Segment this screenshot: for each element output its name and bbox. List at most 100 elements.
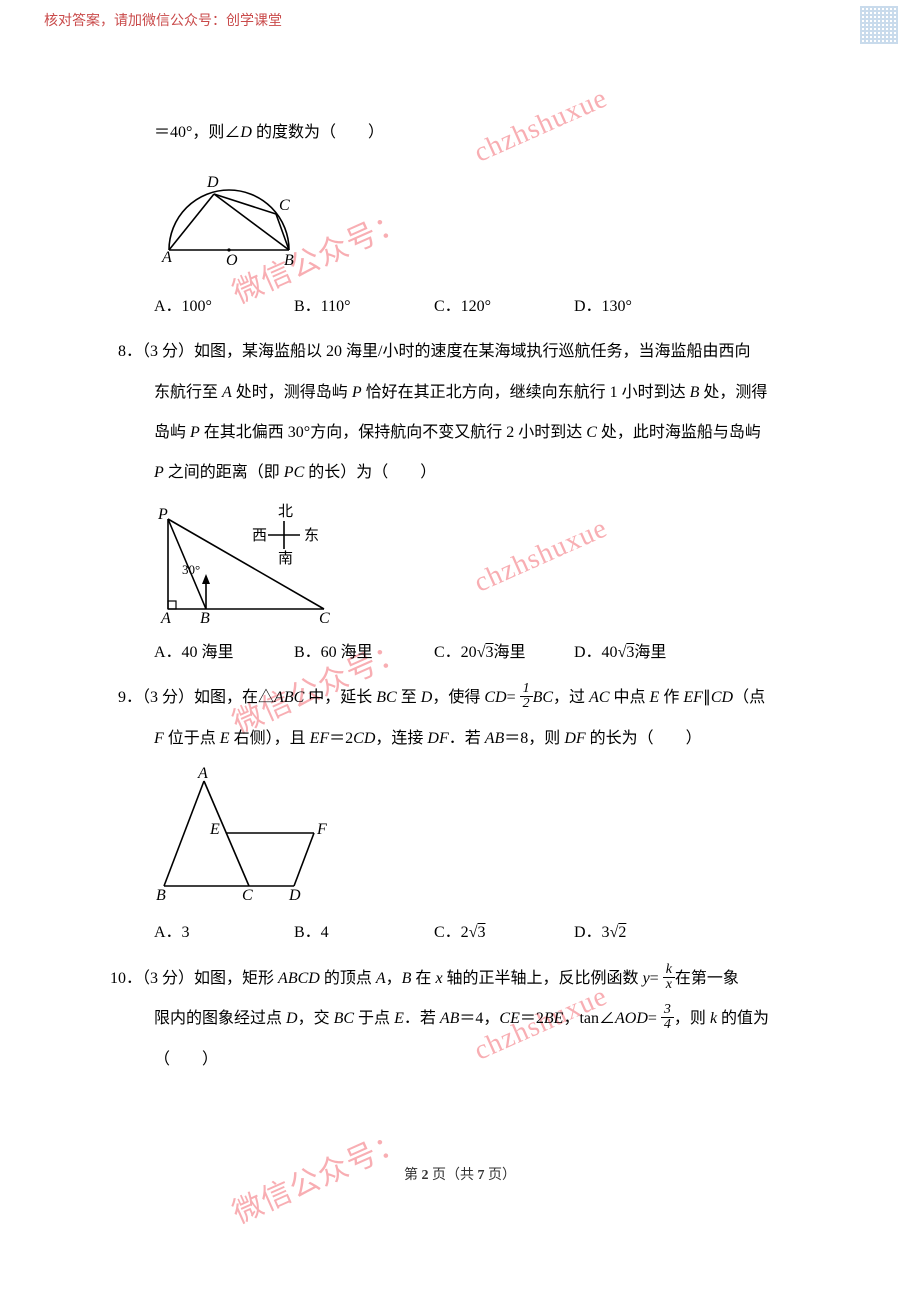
q10-t18: （ ） [154,1051,218,1068]
q10-a: A [376,970,386,987]
q8-opt-d: D．40√3海里 [574,636,714,670]
q8-t9: 之间的距离（即 [164,464,284,481]
q9-t7: 中点 [610,689,650,706]
q10-d: D [286,1010,298,1027]
q9-num: 9． [118,689,142,706]
q9-t14: ，连接 [375,730,427,747]
q10-t15: = [648,1010,661,1027]
q8-figure: P A B C 30° 北 西 东 南 [154,501,774,626]
q9-t1: 如图，在△ [194,689,274,706]
question-10: 10．（3 分）如图，矩形 ABCD 的顶点 A，B 在 x 轴的正半轴上，反比… [154,962,774,1077]
q10-e: E [394,1010,404,1027]
q9-figure: A B C D E F [154,766,774,906]
svg-text:C: C [319,610,330,626]
q8-opt-a: A．40 海里 [154,636,294,670]
q10-t10: 于点 [354,1010,394,1027]
q8-vp3: P [154,464,164,481]
q10-points: （3 分） [142,970,194,987]
q9-df2: DF [564,730,585,747]
q9-frac: 12 [520,682,533,711]
q10-t11: ．若 [404,1010,440,1027]
q8-vpc: PC [284,464,304,481]
q10-t7: 在第一象 [675,970,739,987]
q9-t12: 右侧），且 [230,730,310,747]
q9-t10: （点 [733,689,765,706]
svg-text:A: A [197,766,208,782]
q10-ce: CE [499,1010,519,1027]
q9-cd2: CD [711,689,733,706]
svg-text:30°: 30° [182,562,200,577]
q8-t4: 恰好在其正北方向，继续向东航行 1 小时到达 [362,384,690,401]
svg-text:C: C [279,197,290,214]
q7-options: A．100° B．110° C．120° D．130° [154,290,714,324]
q10-t9: ，交 [298,1010,334,1027]
q9-e2: E [220,730,230,747]
q9-t9: ∥ [703,689,711,706]
q10-y: y [643,970,650,987]
q9-f: F [154,730,164,747]
q10-t3: ， [386,970,402,987]
q9-ab: AB [485,730,505,747]
svg-text:D: D [288,887,301,904]
q10-t1: 如图，矩形 [194,970,278,987]
q8-t5: 处，测得 [699,384,767,401]
q9-ef: EF [683,689,703,706]
q9-t6: ，过 [553,689,589,706]
q10-t14: ，tan∠ [563,1010,615,1027]
q10-frac: kx [663,963,675,992]
q10-abcd: ABCD [278,970,320,987]
q10-be: BE [544,1010,564,1027]
q9-t8: 作 [659,689,683,706]
q9-opt-c: C．2√3 [434,916,574,950]
q9-cd: CD [484,689,506,706]
q10-t12: ＝4， [459,1010,499,1027]
svg-text:P: P [157,506,168,523]
q10-t2: 的顶点 [320,970,376,987]
q9-points: （3 分） [142,689,194,706]
page-content: ＝40°，则∠ D 的度数为（ ） A O B C D A．100° B．110°… [154,116,774,1089]
svg-text:E: E [209,821,220,838]
q7-cont-text: ＝40°，则∠ [154,124,240,141]
q8-vp2: P [190,424,200,441]
svg-text:F: F [316,821,327,838]
question-7-cont: ＝40°，则∠D 的度数为（ ） A O B C D A．100° B．110°… [154,116,774,323]
q10-t6: = [650,970,663,987]
q7-opt-a: A．100° [154,290,294,324]
q10-t5: 轴的正半轴上，反比例函数 [443,970,643,987]
q9-t16: ＝8，则 [504,730,564,747]
svg-text:A: A [160,610,171,626]
q7-opt-c: C．120° [434,290,574,324]
q9-t4: ，使得 [432,689,484,706]
q9-opt-a: A．3 [154,916,294,950]
svg-text:A: A [161,249,172,266]
svg-text:O: O [226,252,238,269]
q8-vc: C [586,424,597,441]
qr-code [860,6,898,44]
question-9: 9．（3 分）如图，在△ABC 中，延长 BC 至 D，使得 CD= 12BC，… [154,681,774,949]
q10-x: x [435,970,442,987]
q8-va: A [222,384,232,401]
q9-t13: ＝2 [329,730,353,747]
q10-t16: ，则 [674,1010,710,1027]
q9-opt-b: B．4 [294,916,434,950]
q8-t8: 处，此时海监船与岛屿 [597,424,761,441]
q9-t5: = [507,689,520,706]
q9-t17: 的长为（ ） [586,730,702,747]
q10-ab: AB [440,1010,460,1027]
q9-t3: 至 [397,689,421,706]
svg-text:B: B [156,887,166,904]
svg-text:D: D [206,174,219,191]
q9-bc: BC [376,689,396,706]
q8-t10: 的长）为（ ） [304,464,436,481]
svg-text:B: B [200,610,210,626]
q9-df: DF [427,730,448,747]
q9-t15: ．若 [449,730,485,747]
q8-t3: 处时，测得岛屿 [232,384,352,401]
q9-ac: AC [589,689,609,706]
q9-cd3: CD [353,730,375,747]
svg-text:西: 西 [252,528,267,544]
q8-options: A．40 海里 B．60 海里 C．20√3海里 D．40√3海里 [154,636,714,670]
q7-cont-text2: 的度数为（ ） [252,124,384,141]
svg-text:B: B [284,252,294,269]
q8-opt-c: C．20√3海里 [434,636,574,670]
